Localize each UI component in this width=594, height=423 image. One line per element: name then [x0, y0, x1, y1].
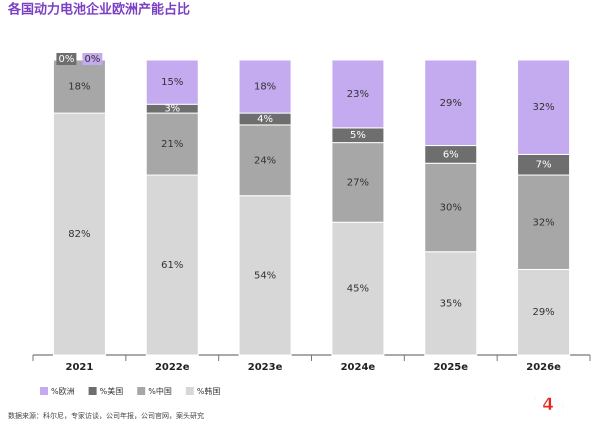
bar-segment [145, 112, 199, 176]
data-label: 6% [443, 149, 459, 160]
source-note: 数据来源：科尔尼，专家访谈，公司年报，公司官网，案头研究 [8, 411, 204, 420]
data-label: 29% [440, 98, 462, 109]
data-label: 35% [440, 298, 462, 309]
bar-segment [517, 59, 571, 155]
bar-segment [517, 174, 571, 270]
legend-swatch [88, 387, 97, 395]
data-label: 32% [532, 102, 554, 113]
x-tick-label: 2024e [341, 362, 376, 373]
watermark: 第4手游 [525, 394, 588, 415]
zero-label-box [56, 53, 77, 65]
data-label: 18% [68, 82, 90, 93]
x-tick-label: 2026e [526, 362, 561, 373]
data-label: 45% [347, 284, 369, 295]
data-label: 32% [532, 217, 554, 228]
bar-segment [238, 195, 292, 356]
data-label: 21% [161, 139, 183, 150]
bar-segment [424, 251, 478, 356]
bar-segment [331, 59, 385, 129]
data-label: 23% [347, 89, 369, 100]
bar-segment [331, 221, 385, 356]
x-tick-label: 2025e [433, 362, 468, 373]
legend-swatch [40, 387, 48, 395]
zero-label-box [82, 53, 103, 65]
legend-label: %美国 [100, 386, 124, 396]
data-label: 30% [440, 203, 462, 214]
legend-label: %韩国 [197, 386, 221, 396]
data-label: 0% [58, 54, 74, 65]
bar-segment [424, 59, 478, 147]
data-label: 54% [254, 270, 276, 281]
data-label: 18% [254, 82, 276, 93]
bar-segment [52, 59, 106, 114]
data-label: 27% [347, 177, 369, 188]
bar-segment [52, 112, 106, 356]
bar-segment [145, 59, 199, 105]
data-label: 4% [257, 114, 273, 125]
legend-swatch [137, 387, 146, 395]
legend-label: %欧洲 [51, 386, 75, 396]
legend-label: %中国 [148, 386, 172, 396]
bar-segment [238, 59, 292, 114]
chart-title: 各国动力电池企业欧洲产能占比 [7, 2, 190, 18]
data-label: 3% [164, 104, 180, 115]
data-label: 7% [536, 160, 552, 171]
x-tick-label: 2022e [155, 362, 190, 373]
data-label: 24% [254, 155, 276, 166]
bar-segment [331, 142, 385, 223]
data-label: 29% [532, 307, 554, 318]
bar-segment [424, 162, 478, 253]
x-tick-label: 2021 [65, 362, 93, 373]
data-label: 5% [350, 130, 366, 141]
data-label: 61% [161, 260, 183, 271]
x-tick-label: 2023e [248, 362, 283, 373]
data-label: 15% [161, 77, 183, 88]
legend-swatch [185, 387, 194, 395]
data-label: 0% [84, 54, 100, 65]
bar-segment [145, 174, 199, 356]
data-label: 82% [68, 229, 90, 240]
